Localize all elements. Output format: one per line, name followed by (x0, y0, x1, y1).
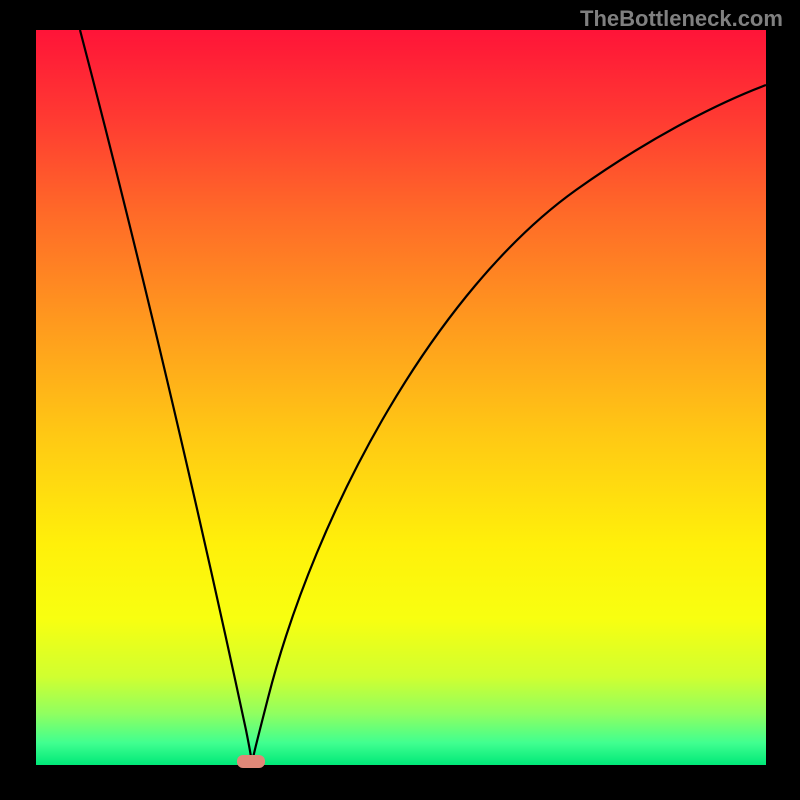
bottleneck-curve (36, 30, 766, 765)
watermark-text: TheBottleneck.com (580, 6, 783, 32)
optimal-point-marker (237, 755, 265, 768)
chart-container (36, 30, 766, 765)
